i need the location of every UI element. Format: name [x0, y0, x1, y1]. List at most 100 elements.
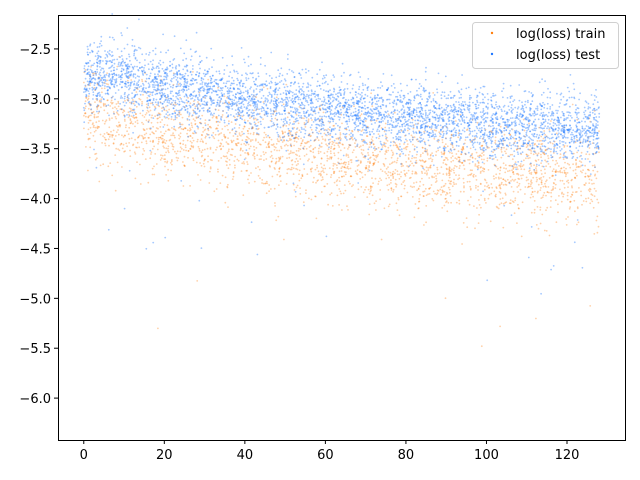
- scatter-point: [152, 80, 155, 83]
- scatter-point: [415, 132, 418, 135]
- scatter-point: [390, 182, 392, 184]
- scatter-point: [388, 98, 391, 101]
- scatter-point: [295, 107, 298, 110]
- scatter-point: [447, 179, 450, 182]
- scatter-point: [206, 92, 208, 94]
- scatter-point: [428, 166, 431, 169]
- scatter-point: [420, 106, 422, 109]
- scatter-point: [349, 144, 351, 147]
- scatter-point: [101, 91, 103, 94]
- scatter-point: [312, 147, 315, 150]
- scatter-point: [104, 144, 107, 147]
- scatter-point: [581, 125, 584, 128]
- scatter-point: [219, 142, 222, 145]
- scatter-point: [275, 143, 278, 145]
- scatter-point: [366, 95, 369, 97]
- scatter-point: [471, 140, 474, 143]
- scatter-point: [96, 110, 98, 113]
- scatter-point: [438, 172, 441, 175]
- scatter-point: [126, 43, 129, 46]
- scatter-point: [165, 151, 168, 154]
- scatter-point: [482, 136, 485, 139]
- scatter-point: [187, 156, 189, 159]
- scatter-point: [353, 114, 356, 117]
- scatter-point: [192, 82, 195, 85]
- scatter-point: [417, 122, 420, 125]
- scatter-point: [556, 143, 559, 146]
- scatter-point: [294, 100, 297, 103]
- scatter-point: [147, 120, 150, 123]
- scatter-point: [281, 98, 283, 101]
- scatter-point: [463, 121, 466, 123]
- scatter-point: [241, 150, 244, 152]
- scatter-point: [121, 34, 123, 37]
- scatter-point: [348, 138, 351, 141]
- scatter-point: [546, 127, 548, 130]
- scatter-point: [441, 111, 444, 114]
- scatter-point: [264, 151, 267, 154]
- scatter-point: [584, 127, 586, 130]
- scatter-point: [162, 145, 165, 148]
- scatter-point: [392, 173, 394, 176]
- scatter-point: [96, 127, 99, 130]
- scatter-point: [543, 127, 545, 130]
- scatter-point: [564, 175, 567, 178]
- scatter-point: [295, 120, 298, 122]
- scatter-point: [302, 107, 305, 110]
- scatter-point: [345, 171, 347, 174]
- scatter-point: [213, 137, 216, 140]
- scatter-point: [336, 142, 339, 145]
- scatter-point: [406, 165, 408, 167]
- scatter-point: [530, 179, 533, 182]
- scatter-point: [312, 151, 315, 154]
- scatter-point: [495, 173, 498, 176]
- scatter-point: [229, 103, 232, 105]
- scatter-point: [523, 168, 526, 171]
- scatter-point: [327, 94, 330, 97]
- scatter-point: [169, 92, 172, 95]
- scatter-point: [200, 77, 203, 80]
- scatter-point: [485, 181, 488, 184]
- scatter-point: [255, 167, 257, 170]
- scatter-point: [127, 75, 130, 77]
- scatter-point: [322, 178, 324, 181]
- scatter-point: [159, 89, 162, 92]
- scatter-point: [595, 116, 598, 118]
- scatter-point: [152, 132, 155, 134]
- scatter-point: [349, 144, 352, 147]
- scatter-point: [172, 112, 174, 115]
- scatter-point: [593, 127, 596, 130]
- scatter-point: [538, 126, 540, 129]
- scatter-point: [160, 94, 163, 97]
- scatter-point: [405, 124, 408, 126]
- scatter-point: [246, 169, 249, 172]
- scatter-point: [180, 73, 183, 76]
- scatter-point: [293, 189, 296, 191]
- scatter-point: [317, 179, 319, 182]
- scatter-point: [394, 126, 396, 129]
- scatter-point: [272, 112, 274, 115]
- scatter-point: [533, 124, 536, 126]
- scatter-point: [529, 157, 531, 159]
- scatter-point: [97, 57, 99, 60]
- scatter-point: [392, 177, 395, 180]
- scatter-point: [136, 87, 138, 90]
- scatter-point: [182, 161, 184, 163]
- scatter-point: [177, 85, 179, 87]
- scatter-point: [186, 129, 189, 132]
- scatter-point: [201, 107, 204, 110]
- scatter-point: [433, 137, 436, 140]
- scatter-point: [575, 124, 578, 127]
- scatter-point: [173, 134, 176, 137]
- scatter-point: [443, 145, 446, 148]
- scatter-point: [504, 192, 507, 195]
- scatter-point: [145, 142, 148, 145]
- scatter-point: [312, 93, 315, 96]
- scatter-point: [551, 156, 554, 159]
- scatter-point: [530, 211, 533, 214]
- scatter-point: [450, 119, 453, 122]
- scatter-point: [391, 172, 394, 175]
- scatter-point: [141, 69, 143, 72]
- scatter-point: [215, 127, 218, 130]
- scatter-point: [103, 133, 106, 135]
